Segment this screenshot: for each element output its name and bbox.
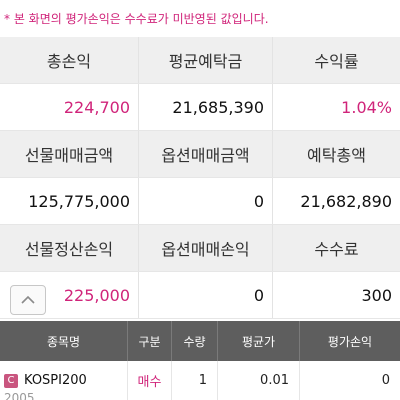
position-name: KOSPI200 xyxy=(24,373,87,388)
summary-value-row: 224,700 21,685,390 1.04% xyxy=(0,84,400,131)
label-options-trade-pnl: 옵션매매손익 xyxy=(139,225,273,271)
label-return-rate: 수익률 xyxy=(314,52,359,71)
value-total-deposit: 21,682,890 xyxy=(300,191,392,211)
label-futures-settlement-pnl: 선물정산손익 xyxy=(0,225,139,271)
positions-header: 종목명 구분 수량 평균가 평가손익 xyxy=(0,321,400,361)
label-commission: 수수료 xyxy=(314,240,359,259)
label-options-trade-amount: 옵션매매금액 xyxy=(139,131,273,177)
summary-header-row: 총손익 평균예탁금 수익률 xyxy=(0,37,400,84)
header-side[interactable]: 구분 xyxy=(128,321,172,361)
value-total-pnl: 224,700 xyxy=(0,84,139,130)
value-futures-trade-amount: 125,775,000 xyxy=(0,178,139,224)
label-avg-deposit: 평균예탁금 xyxy=(139,37,273,83)
position-eval-pnl: 0 xyxy=(381,373,390,388)
value-options-trade-pnl: 0 xyxy=(139,272,273,318)
value-futures-settlement-pnl: 225,000 xyxy=(0,272,139,318)
summary-panel: 총손익 평균예탁금 수익률 224,700 21,685,390 1.04% 선… xyxy=(0,37,400,319)
header-eval-pnl[interactable]: 평가손익 xyxy=(327,334,373,349)
label-futures-trade-amount: 선물매매금액 xyxy=(0,131,139,177)
notice-text: * 본 화면의 평가손익은 수수료가 미반영된 값입니다. xyxy=(0,0,400,37)
value-avg-deposit: 21,685,390 xyxy=(139,84,273,130)
chevron-up-icon xyxy=(21,295,35,304)
summary-value-row: 125,775,000 0 21,682,890 xyxy=(0,178,400,225)
position-code: 2005 xyxy=(4,391,35,400)
position-side: 매수 xyxy=(128,361,172,400)
summary-header-row: 선물매매금액 옵션매매금액 예탁총액 xyxy=(0,131,400,178)
value-commission: 300 xyxy=(361,285,392,305)
header-quantity[interactable]: 수량 xyxy=(172,321,218,361)
label-total-pnl: 총손익 xyxy=(0,37,139,83)
header-avg-price[interactable]: 평균가 xyxy=(218,321,300,361)
position-quantity: 1 xyxy=(172,361,218,400)
value-return-rate: 1.04% xyxy=(341,97,392,117)
summary-value-row: 225,000 0 300 xyxy=(0,272,400,319)
collapse-button[interactable] xyxy=(10,285,46,315)
position-name-cell: C KOSPI200 2005 xyxy=(0,361,128,400)
header-symbol[interactable]: 종목명 xyxy=(0,321,128,361)
summary-header-row: 선물정산손익 옵션매매손익 수수료 xyxy=(0,225,400,272)
value-options-trade-amount: 0 xyxy=(139,178,273,224)
label-total-deposit: 예탁총액 xyxy=(307,146,366,165)
table-row[interactable]: C KOSPI200 2005 매수 1 0.01 0 xyxy=(0,361,400,400)
call-option-badge: C xyxy=(4,373,18,388)
position-avg-price: 0.01 xyxy=(218,361,300,400)
